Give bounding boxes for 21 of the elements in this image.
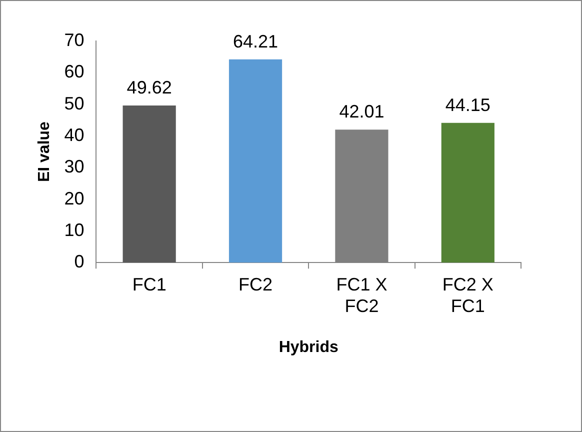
- x-tick-label: FC1 X FC2: [336, 274, 388, 316]
- y-axis-title: EI value: [36, 121, 54, 182]
- bar: [441, 122, 494, 263]
- y-tick-label: 40: [64, 124, 84, 145]
- y-tick-label: 70: [64, 30, 84, 50]
- y-tick-label: 50: [64, 93, 84, 114]
- data-label: 44.15: [445, 94, 490, 115]
- bar: [122, 106, 176, 263]
- y-tick-label: 20: [64, 188, 84, 208]
- data-label: 49.62: [126, 77, 172, 98]
- data-label: 64.21: [232, 31, 278, 52]
- y-tick-label: 60: [64, 62, 84, 82]
- x-tick-label: FC2 X FC1: [442, 274, 494, 316]
- x-tick-label: FC1: [132, 274, 166, 294]
- bar: [228, 59, 282, 263]
- y-tick-label: 30: [64, 156, 84, 177]
- x-tick-label: FC2: [238, 274, 273, 294]
- y-tick-label: 10: [64, 220, 84, 240]
- y-tick-label: 0: [74, 252, 84, 272]
- data-label: 42.01: [339, 102, 384, 122]
- x-axis-title: Hybrids: [278, 338, 338, 356]
